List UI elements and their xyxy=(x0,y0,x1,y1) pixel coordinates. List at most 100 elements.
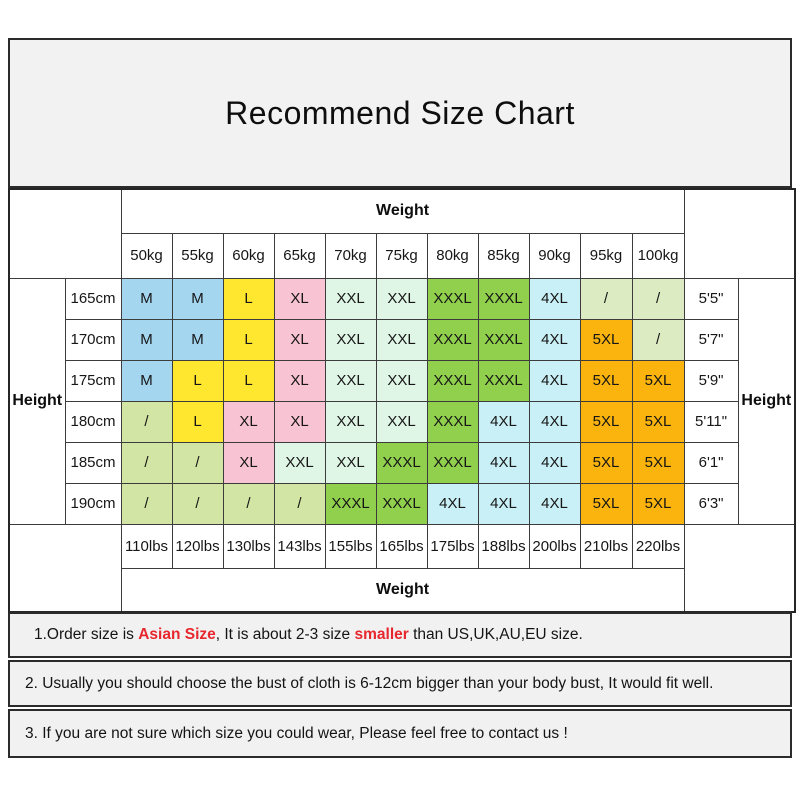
cm-label: 190cm xyxy=(64,482,122,525)
size-cell: XL xyxy=(222,400,275,443)
kg-label: 65kg xyxy=(273,232,326,279)
size-cell: 4XL xyxy=(528,400,581,443)
size-cell: 5XL xyxy=(579,318,633,361)
size-cell: 5XL xyxy=(579,400,633,443)
size-cell: XXXL xyxy=(426,318,479,361)
asian-size-highlight: Asian Size xyxy=(138,626,216,643)
lbs-label: 143lbs xyxy=(273,523,326,569)
lbs-label: 175lbs xyxy=(426,523,479,569)
kg-label: 80kg xyxy=(426,232,479,279)
size-cell: / xyxy=(273,482,326,525)
size-cell: / xyxy=(120,400,173,443)
size-cell: XXL xyxy=(375,318,428,361)
size-cell: XXL xyxy=(375,277,428,320)
smaller-highlight: smaller xyxy=(354,626,409,643)
kg-label: 100kg xyxy=(631,232,685,279)
size-cell: 4XL xyxy=(426,482,479,525)
kg-label: 90kg xyxy=(528,232,581,279)
size-cell: 4XL xyxy=(477,482,530,525)
note-bust-advice: 2. Usually you should choose the bust of… xyxy=(8,660,792,707)
lbs-label: 188lbs xyxy=(477,523,530,569)
size-cell: L xyxy=(171,400,224,443)
size-cell: 5XL xyxy=(631,441,685,484)
size-cell: 4XL xyxy=(477,400,530,443)
cm-label: 175cm xyxy=(64,359,122,402)
size-cell: XL xyxy=(273,359,326,402)
size-cell: XXL xyxy=(324,400,377,443)
kg-label: 50kg xyxy=(120,232,173,279)
size-cell: XL xyxy=(273,318,326,361)
corner-cell-bottom-right xyxy=(683,523,796,613)
ft-label: 6'1" xyxy=(683,441,739,484)
size-cell: L xyxy=(222,318,275,361)
cm-label: 180cm xyxy=(64,400,122,443)
size-cell: XXXL xyxy=(324,482,377,525)
cm-label: 185cm xyxy=(64,441,122,484)
height-label-left: Height xyxy=(8,277,66,525)
weight-header-bottom: Weight xyxy=(120,567,685,613)
size-cell: L xyxy=(171,359,224,402)
size-cell: XXL xyxy=(324,277,377,320)
corner-cell-top-right xyxy=(683,188,796,279)
note-contact-us: 3. If you are not sure which size you co… xyxy=(8,709,792,758)
size-cell: M xyxy=(120,318,173,361)
note3-text: 3. If you are not sure which size you co… xyxy=(25,724,568,742)
lbs-label: 155lbs xyxy=(324,523,377,569)
note2-text: 2. Usually you should choose the bust of… xyxy=(25,674,714,692)
size-cell: / xyxy=(222,482,275,525)
size-cell: XXL xyxy=(375,400,428,443)
size-cell: 4XL xyxy=(528,359,581,402)
note-asian-size: 1.Order size is Asian Size, It is about … xyxy=(8,612,792,658)
cm-label: 165cm xyxy=(64,277,122,320)
weight-header-top: Weight xyxy=(120,188,685,234)
size-cell: XXXL xyxy=(375,441,428,484)
size-cell: 5XL xyxy=(631,400,685,443)
kg-label: 85kg xyxy=(477,232,530,279)
lbs-label: 120lbs xyxy=(171,523,224,569)
lbs-label: 165lbs xyxy=(375,523,428,569)
size-cell: 5XL xyxy=(631,482,685,525)
height-label-right: Height xyxy=(737,277,796,525)
size-cell: XXL xyxy=(375,359,428,402)
size-cell: XL xyxy=(222,441,275,484)
size-cell: / xyxy=(579,277,633,320)
size-cell: XXL xyxy=(324,359,377,402)
kg-label: 55kg xyxy=(171,232,224,279)
size-cell: XXL xyxy=(324,318,377,361)
size-cell: 5XL xyxy=(579,482,633,525)
ft-label: 5'7" xyxy=(683,318,739,361)
size-cell: / xyxy=(171,482,224,525)
size-cell: / xyxy=(120,441,173,484)
note1-text: 1.Order size is Asian Size, It is about … xyxy=(34,626,583,643)
lbs-label: 200lbs xyxy=(528,523,581,569)
ft-label: 5'5" xyxy=(683,277,739,320)
size-chart-table: Weight 50kg 55kg 60kg 65kg 70kg 75kg 80kg 85kg 90… xyxy=(8,188,797,613)
ft-label: 5'9" xyxy=(683,359,739,402)
size-cell: XL xyxy=(273,277,326,320)
kg-label: 75kg xyxy=(375,232,428,279)
size-cell: M xyxy=(120,359,173,402)
size-cell: XXXL xyxy=(375,482,428,525)
lbs-label: 210lbs xyxy=(579,523,633,569)
size-cell: 5XL xyxy=(579,441,633,484)
size-cell: / xyxy=(120,482,173,525)
kg-label: 70kg xyxy=(324,232,377,279)
kg-label: 60kg xyxy=(222,232,275,279)
size-cell: / xyxy=(631,318,685,361)
size-cell: 5XL xyxy=(579,359,633,402)
size-cell: M xyxy=(120,277,173,320)
size-table-body: Weight 50kg 55kg 60kg 65kg 70kg 75kg 80kg 85kg 90… xyxy=(8,188,796,613)
ft-label: 5'11" xyxy=(683,400,739,443)
size-cell: 4XL xyxy=(528,318,581,361)
ft-label: 6'3" xyxy=(683,482,739,525)
size-cell: XL xyxy=(273,400,326,443)
corner-cell-bottom-left xyxy=(8,523,122,613)
size-cell: / xyxy=(171,441,224,484)
size-cell: 4XL xyxy=(528,482,581,525)
size-cell: XXL xyxy=(324,441,377,484)
size-cell: M xyxy=(171,277,224,320)
size-cell: 5XL xyxy=(631,359,685,402)
size-cell: L xyxy=(222,277,275,320)
kg-label: 95kg xyxy=(579,232,633,279)
corner-cell-top-left xyxy=(8,188,122,279)
